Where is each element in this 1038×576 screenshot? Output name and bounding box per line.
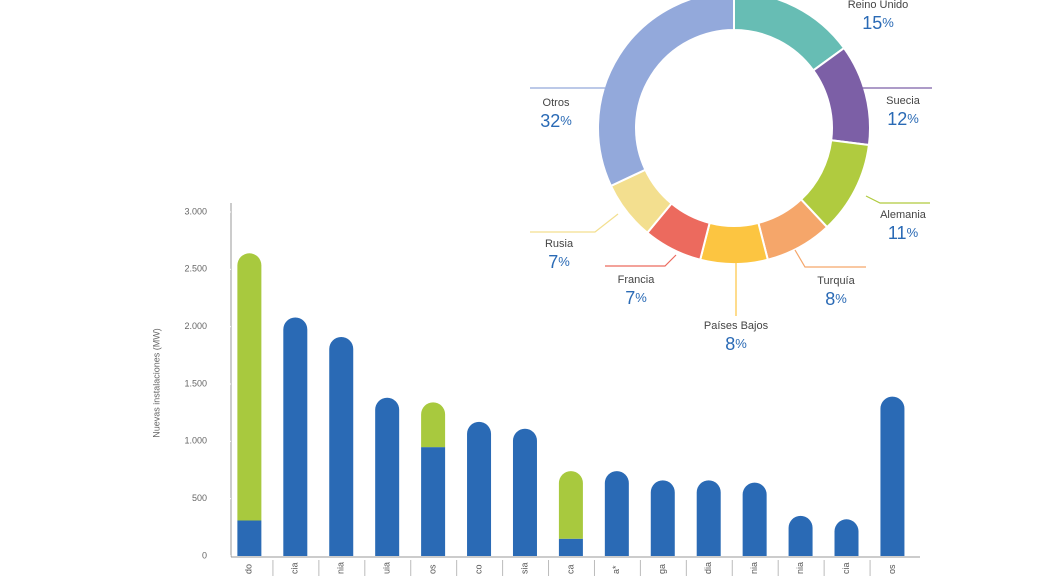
x-tick-label: a* bbox=[611, 565, 621, 574]
slice-label: Alemania bbox=[880, 209, 927, 221]
slice-label: Rusia bbox=[545, 238, 574, 250]
y-tick-label: 500 bbox=[192, 493, 207, 503]
bar bbox=[742, 482, 767, 556]
slice-label: Suecia bbox=[886, 95, 921, 107]
value-label: 8% bbox=[725, 334, 747, 354]
value-label: 8% bbox=[825, 289, 847, 309]
x-tick-label: nia bbox=[795, 562, 805, 574]
leader-line bbox=[865, 195, 930, 204]
value-label: 7% bbox=[548, 252, 570, 272]
bar bbox=[512, 428, 537, 556]
bar bbox=[650, 480, 675, 556]
bar bbox=[237, 520, 262, 556]
leader-line bbox=[530, 213, 619, 233]
x-tick-label: cia bbox=[290, 562, 300, 574]
donut-segment bbox=[698, 221, 770, 265]
bar bbox=[558, 538, 583, 556]
bar bbox=[467, 421, 492, 556]
x-tick-label: ga bbox=[657, 564, 667, 574]
y-tick-label: 1.500 bbox=[184, 378, 207, 388]
slice-label: Francia bbox=[618, 274, 656, 286]
bar bbox=[329, 336, 354, 556]
leader-line bbox=[794, 249, 866, 268]
x-tick-label: os bbox=[427, 564, 437, 574]
value-label: 32% bbox=[540, 111, 572, 131]
bar bbox=[237, 253, 262, 521]
x-tick-label: dia bbox=[703, 562, 713, 574]
bar bbox=[880, 396, 905, 556]
slice-label: Otros bbox=[543, 97, 570, 109]
bar bbox=[421, 447, 446, 556]
x-tick-label: nia bbox=[749, 562, 759, 574]
y-tick-label: 2.000 bbox=[184, 321, 207, 331]
bar bbox=[788, 515, 813, 556]
value-label: 12% bbox=[887, 109, 919, 129]
x-tick-label: uia bbox=[382, 562, 392, 574]
x-tick-label: sia bbox=[519, 562, 529, 574]
bar bbox=[283, 317, 308, 556]
y-axis-title: Nuevas instalaciones (MW) bbox=[151, 328, 161, 438]
x-tick-label: os bbox=[887, 564, 897, 574]
y-tick-label: 0 bbox=[202, 550, 207, 560]
bar bbox=[421, 402, 446, 448]
bar bbox=[834, 519, 859, 556]
bar bbox=[558, 471, 583, 539]
leader-line bbox=[605, 254, 677, 267]
x-tick-label: cia bbox=[841, 562, 851, 574]
value-label: 11% bbox=[888, 223, 919, 243]
bar bbox=[375, 397, 400, 556]
x-tick-label: nia bbox=[336, 562, 346, 574]
y-tick-label: 2.500 bbox=[184, 264, 207, 274]
x-tick-label: co bbox=[473, 564, 483, 574]
slice-label: Países Bajos bbox=[704, 320, 769, 332]
x-tick-label: do bbox=[244, 564, 254, 574]
value-label: 15% bbox=[862, 13, 894, 33]
bar bbox=[604, 471, 629, 556]
slice-label: Turquía bbox=[817, 275, 855, 287]
value-label: 7% bbox=[625, 288, 647, 308]
slice-label: Reino Unido bbox=[848, 0, 909, 11]
x-tick-label: ca bbox=[565, 564, 575, 574]
y-tick-label: 1.000 bbox=[184, 436, 207, 446]
y-tick-label: 3.000 bbox=[184, 206, 207, 216]
bar bbox=[696, 480, 721, 556]
donut-segment bbox=[597, 0, 735, 188]
